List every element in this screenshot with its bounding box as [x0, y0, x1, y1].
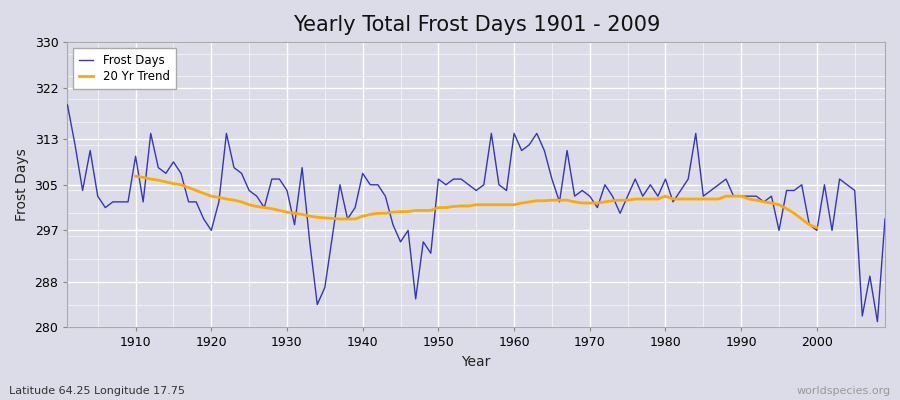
Line: 20 Yr Trend: 20 Yr Trend [136, 176, 817, 228]
20 Yr Trend [788, 211, 799, 216]
Frost Days [879, 217, 890, 222]
20 Yr Trend [812, 225, 823, 230]
20 Yr Trend [289, 211, 300, 216]
Frost Days [599, 182, 610, 187]
Frost Days [335, 182, 346, 187]
20 Yr Trend [213, 195, 224, 200]
Frost Days [62, 102, 73, 107]
20 Yr Trend [796, 217, 807, 222]
Line: Frost Days: Frost Days [68, 105, 885, 322]
Legend: Frost Days, 20 Yr Trend: Frost Days, 20 Yr Trend [74, 48, 176, 89]
Frost Days [508, 131, 519, 136]
Frost Days [122, 200, 133, 204]
Frost Days [501, 188, 512, 193]
20 Yr Trend [130, 174, 141, 179]
Y-axis label: Frost Days: Frost Days [15, 148, 29, 221]
Text: worldspecies.org: worldspecies.org [796, 386, 891, 396]
20 Yr Trend [304, 214, 315, 218]
Frost Days [289, 222, 300, 227]
Frost Days [872, 319, 883, 324]
Title: Yearly Total Frost Days 1901 - 2009: Yearly Total Frost Days 1901 - 2009 [292, 15, 660, 35]
20 Yr Trend [706, 197, 716, 202]
X-axis label: Year: Year [462, 355, 490, 369]
Text: Latitude 64.25 Longitude 17.75: Latitude 64.25 Longitude 17.75 [9, 386, 185, 396]
